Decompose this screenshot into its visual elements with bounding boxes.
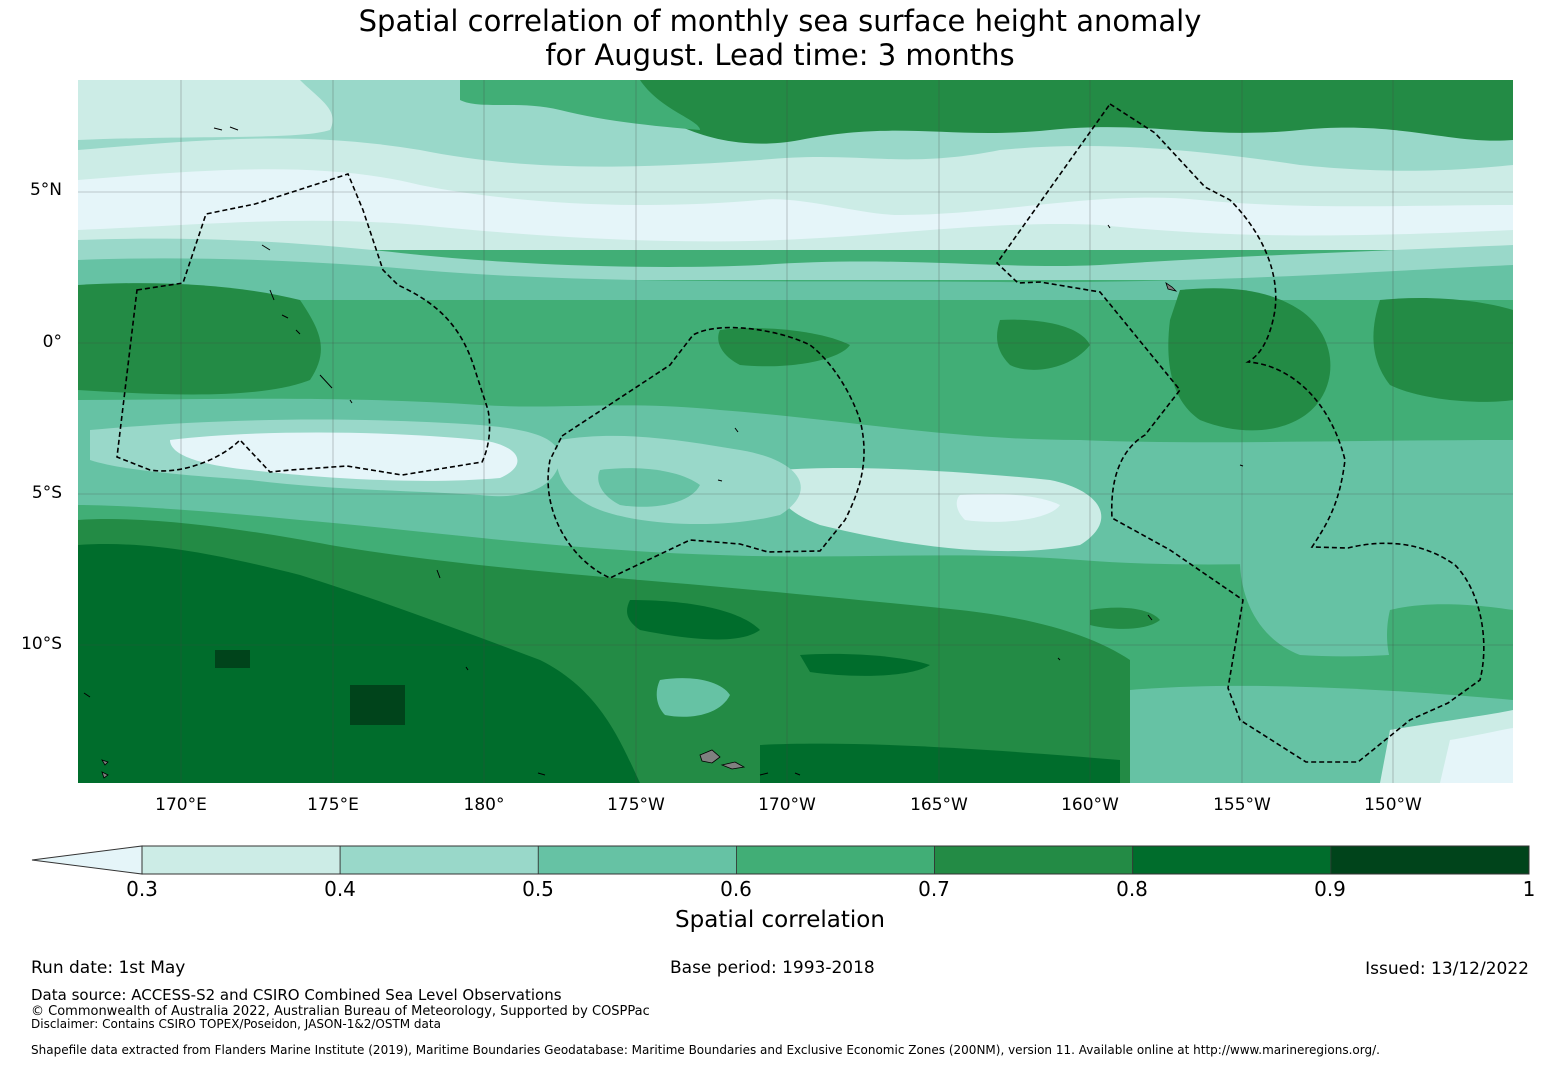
chart-title-line2: for August. Lead time: 3 months xyxy=(545,38,1015,72)
patch-eq-east-dark xyxy=(1168,288,1331,431)
eez-boundary-west xyxy=(116,173,491,476)
lon-label-150w: 150°W xyxy=(1364,795,1422,815)
patch-bottom-teal xyxy=(1090,607,1160,629)
patch-ne-mid xyxy=(460,80,700,130)
colorbar-segment xyxy=(1132,845,1332,875)
lat-label-5n: 5°N xyxy=(29,180,62,200)
shapefile-credit: Shapefile data extracted from Flanders M… xyxy=(31,1043,1380,1057)
island-fiji xyxy=(101,759,109,766)
disclaimer: Disclaimer: Contains CSIRO TOPEX/Poseido… xyxy=(31,1017,441,1031)
patch-eq-right xyxy=(1373,298,1513,402)
colorbar-segment xyxy=(537,845,737,875)
lon-label-160w: 160°W xyxy=(1061,795,1119,815)
band-north-teal xyxy=(78,258,1513,300)
lon-label-155w: 155°W xyxy=(1213,795,1271,815)
colorbar-label: Spatial correlation xyxy=(675,907,885,933)
band-north-palest xyxy=(78,169,1513,242)
atolls xyxy=(83,126,1244,776)
patch-eq-mid2 xyxy=(997,319,1090,370)
patch-center-teal xyxy=(598,468,700,507)
colorbar-tick-1: 1 xyxy=(1522,877,1536,901)
colorbar-tick-0.8: 0.8 xyxy=(1116,877,1148,901)
island-samoa xyxy=(699,749,721,764)
band-north-mid xyxy=(78,238,1513,280)
patch-s-dark2 xyxy=(800,653,930,676)
lon-label-165w: 165°W xyxy=(910,795,968,815)
lat-label-5s: 5°S xyxy=(31,483,62,503)
patch-bottom-dark xyxy=(760,743,1120,783)
patch-se-palest xyxy=(1440,728,1513,783)
patch-sw-darkest2 xyxy=(215,650,250,668)
patch-sw-darkest xyxy=(350,685,405,725)
band-equator-dark xyxy=(78,283,321,395)
colorbar-under-arrow xyxy=(31,845,143,875)
colorbar-segment xyxy=(934,845,1134,875)
island-tokelau xyxy=(1165,282,1178,292)
colorbar-tick-0.5: 0.5 xyxy=(522,877,554,901)
band-sw-darker xyxy=(78,544,640,783)
band-south-right-palest xyxy=(956,493,1060,522)
eez-boundary-east xyxy=(995,102,1485,763)
patch-eq-mid xyxy=(718,328,850,367)
data-source: Data source: ACCESS-S2 and CSIRO Combine… xyxy=(31,986,562,1004)
band-south-palest xyxy=(170,432,518,481)
island-wallis xyxy=(101,771,109,779)
colorbar-segment xyxy=(141,845,341,875)
lat-label-0: 0° xyxy=(42,332,62,352)
colorbar-segment xyxy=(736,845,935,875)
island-samoa-2 xyxy=(720,761,746,770)
lon-label-175w: 175°W xyxy=(607,795,665,815)
colorbar-segment xyxy=(339,845,539,875)
eez-boundaries xyxy=(116,102,1485,763)
colorbar-frame xyxy=(141,845,1530,875)
lat-label-10s: 10°S xyxy=(21,634,62,654)
gridlines xyxy=(78,80,1513,783)
run-date: Run date: 1st May xyxy=(31,958,186,978)
colorbar-tick-0.6: 0.6 xyxy=(720,877,752,901)
lon-label-180: 180° xyxy=(463,795,505,815)
chart-title-line1: Spatial correlation of monthly sea surfa… xyxy=(358,4,1202,38)
lon-label-175e: 175°E xyxy=(307,795,359,815)
colorbar-tick-0.4: 0.4 xyxy=(324,877,356,901)
eez-boundary-center xyxy=(547,326,865,579)
patch-nw-light xyxy=(78,80,333,140)
copyright: © Commonwealth of Australia 2022, Austra… xyxy=(31,1004,650,1019)
colorbar-tick-0.7: 0.7 xyxy=(918,877,950,901)
islands xyxy=(101,282,1178,779)
base-period: Base period: 1993-2018 xyxy=(670,958,875,978)
lon-label-170e: 170°E xyxy=(155,795,207,815)
lon-label-170w: 170°W xyxy=(758,795,816,815)
patch-s-light xyxy=(656,678,730,717)
patch-s-dark xyxy=(627,600,760,640)
colorbar-segment xyxy=(1330,845,1530,875)
patch-ne-dark xyxy=(640,80,1513,144)
colorbar-tick-0.3: 0.3 xyxy=(126,877,158,901)
issued-date: Issued: 13/12/2022 xyxy=(1365,959,1529,979)
colorbar-tick-0.9: 0.9 xyxy=(1314,877,1346,901)
